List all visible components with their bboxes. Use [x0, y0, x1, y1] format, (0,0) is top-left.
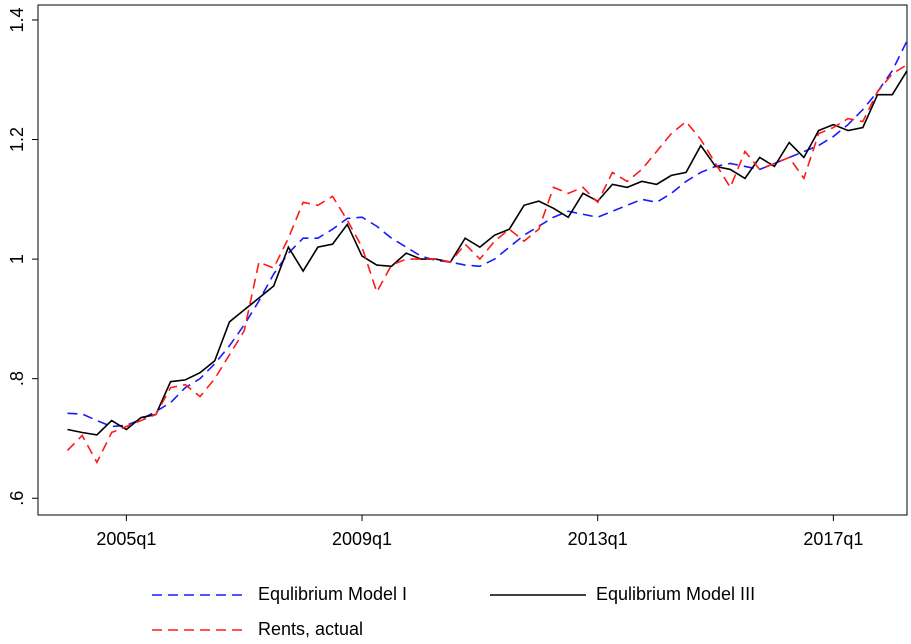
legend-label: Rents, actual	[258, 619, 363, 639]
plot-frame	[37, 4, 908, 516]
y-tick-label: .6	[7, 491, 27, 506]
series-line	[66, 64, 908, 465]
x-tick-label: 2013q1	[568, 529, 628, 549]
x-tick-label: 2017q1	[803, 529, 863, 549]
legend-label: Equlibrium Model I	[258, 584, 407, 604]
y-tick-label: .8	[7, 371, 27, 386]
y-tick-label: 1.4	[7, 7, 27, 32]
series-line	[67, 40, 908, 428]
series-line	[67, 70, 908, 436]
x-tick-label: 2009q1	[332, 529, 392, 549]
y-tick-label: 1.2	[7, 127, 27, 152]
x-tick-label: 2005q1	[96, 529, 156, 549]
y-tick-label: 1	[7, 254, 27, 264]
legend-label: Equlibrium Model III	[596, 584, 755, 604]
